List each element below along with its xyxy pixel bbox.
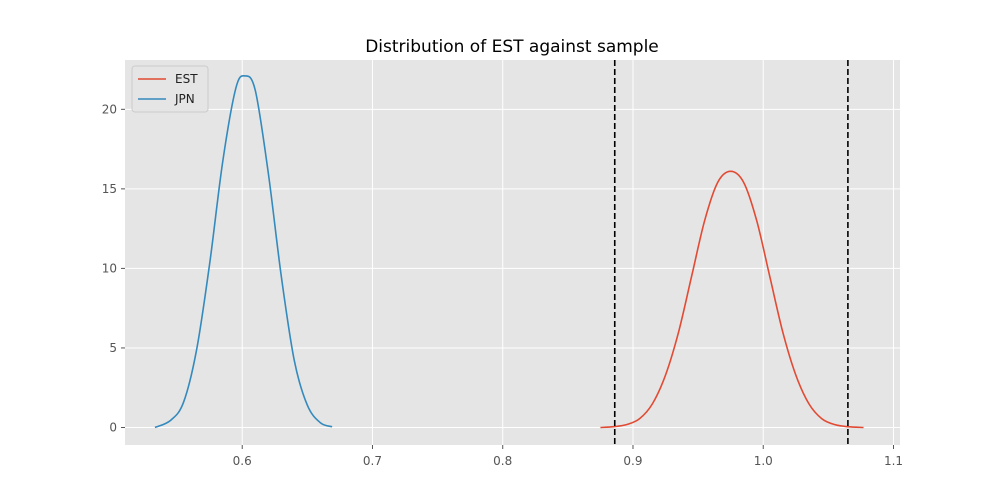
y-axis: 0 5 10 15 20 — [102, 102, 125, 435]
x-tick-label: 0.8 — [493, 454, 512, 468]
legend-label-est: EST — [175, 72, 198, 86]
series-line-jpn — [154, 74, 333, 429]
legend-label-jpn: JPN — [174, 92, 195, 106]
legend: EST JPN — [131, 65, 209, 113]
legend-box — [131, 65, 209, 113]
series-line-est — [600, 170, 864, 429]
grid — [125, 60, 900, 445]
reference-lines — [613, 60, 849, 445]
y-tick-label: 0 — [109, 421, 117, 435]
x-tick-label: 0.7 — [363, 454, 382, 468]
y-tick-label: 10 — [102, 261, 117, 275]
plot-background — [125, 60, 900, 445]
x-tick-label: 0.6 — [233, 454, 252, 468]
x-tick-label: 1.1 — [884, 454, 903, 468]
x-tick-label: 1.0 — [754, 454, 773, 468]
x-tick-label: 0.9 — [623, 454, 642, 468]
series-layer — [154, 74, 864, 429]
y-tick-label: 15 — [102, 182, 117, 196]
x-axis: 0.6 0.7 0.8 0.9 1.0 1.1 — [233, 445, 903, 468]
y-tick-label: 5 — [109, 341, 117, 355]
y-tick-label: 20 — [102, 102, 117, 116]
chart-title: Distribution of EST against sample — [365, 37, 659, 57]
